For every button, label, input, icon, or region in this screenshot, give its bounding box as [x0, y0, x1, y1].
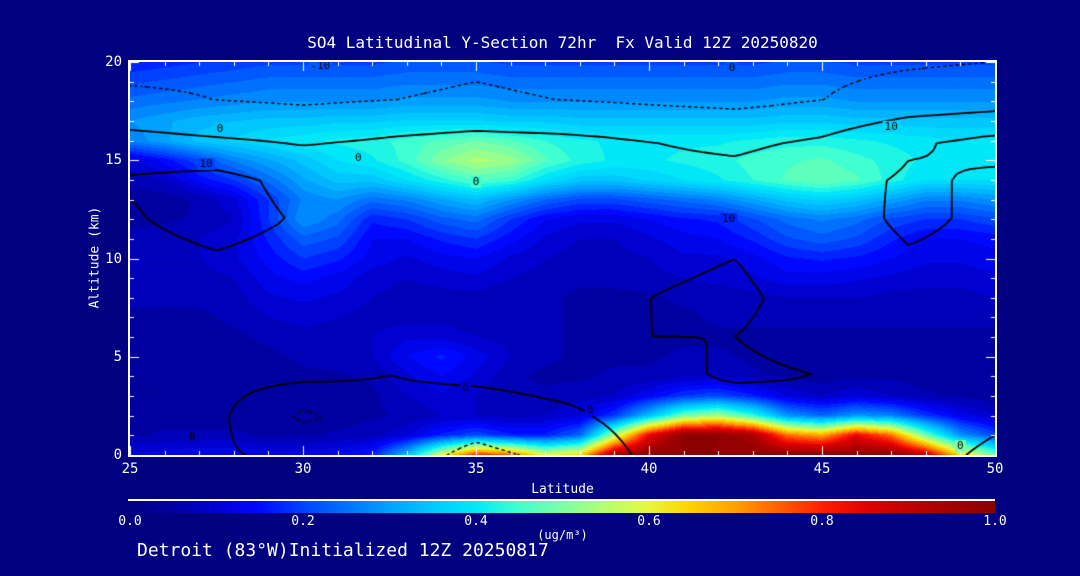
plot-area	[128, 60, 997, 457]
colorbar-gradient	[128, 501, 995, 513]
chart-title: SO4 Latitudinal Y-Section 72hr Fx Valid …	[307, 33, 818, 52]
colorbar-tick-label: 0.8	[810, 514, 834, 529]
colorbar-tick-label: 0.6	[637, 514, 661, 529]
colorbar	[128, 499, 995, 513]
x-axis-label: Latitude	[531, 482, 594, 497]
y-tick-label: 5	[113, 348, 122, 365]
colorbar-tick-label: 0.0	[118, 514, 142, 529]
colorbar-tick-label: 0.2	[291, 514, 315, 529]
x-tick-label: 50	[986, 461, 1004, 477]
y-tick-label: 0	[113, 447, 122, 463]
colorbar-tick-label: 1.0	[983, 514, 1007, 529]
contour-field-canvas	[130, 62, 995, 455]
y-tick-label: 15	[105, 152, 122, 169]
colorbar-tick-label: 0.4	[464, 514, 488, 529]
colorbar-unit-label: (ug/m³)	[537, 528, 588, 542]
x-tick-label: 40	[640, 461, 658, 477]
y-tick-label: 10	[105, 250, 122, 267]
y-tick-label: 20	[105, 54, 122, 70]
x-tick-label: 30	[294, 461, 312, 477]
x-tick-label: 25	[121, 461, 139, 477]
x-tick-label: 35	[467, 461, 485, 477]
x-tick-label: 45	[813, 461, 831, 477]
init-info-text: Detroit (83°W)Initialized 12Z 20250817	[137, 540, 549, 561]
